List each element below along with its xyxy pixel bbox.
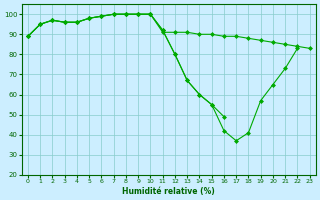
X-axis label: Humidité relative (%): Humidité relative (%)	[123, 187, 215, 196]
